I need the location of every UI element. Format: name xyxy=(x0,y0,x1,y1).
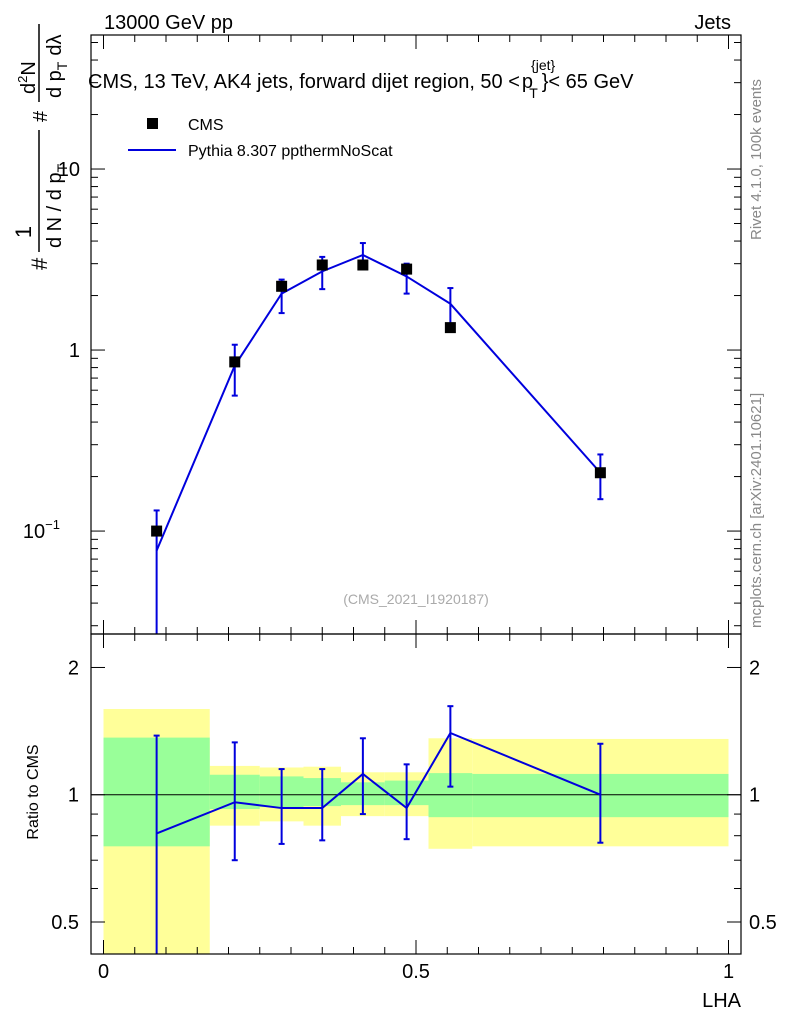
ylabel-dpt: d p xyxy=(44,70,66,98)
svg-text:#: # xyxy=(30,110,52,122)
header-jets-label: Jets xyxy=(694,12,731,34)
ratio-uncertainty-bands xyxy=(103,709,729,954)
main-ytick-label-1: 1 xyxy=(69,340,80,362)
svg-text:d N / d pT: d N / d pT xyxy=(44,163,70,248)
mcplots-source-label: mcplots.cern.ch [arXiv:2401.10621] xyxy=(748,393,765,628)
ylabel-d2n-sup: 2 xyxy=(15,76,30,83)
cms-data-point-0 xyxy=(151,525,163,537)
cms-data-point-2 xyxy=(276,280,288,292)
ylabel-dpt-sub: T xyxy=(54,61,70,70)
chart-title-p: p xyxy=(522,71,533,93)
axis-ticks xyxy=(91,35,741,954)
legend-pythia-label: Pythia 8.307 ppthermNoScat xyxy=(188,143,393,160)
cms-data-point-3 xyxy=(316,259,328,271)
legend-cms-marker xyxy=(147,118,158,129)
ratio-ytick-label-right-2: 0.5 xyxy=(749,912,777,934)
svg-text:d2N: d2N xyxy=(15,61,40,94)
ratio-ytick-label-right-0: 2 xyxy=(749,657,760,679)
ylabel-d2n-tail: N xyxy=(18,61,40,75)
x-axis-label: LHA xyxy=(702,990,742,1012)
chart-title-tail: }< 65 GeV xyxy=(542,71,634,93)
chart-title-main: CMS, 13 TeV, AK4 jets, forward dijet reg… xyxy=(88,71,520,93)
ratio-panel-frame xyxy=(90,633,742,955)
ylabel-d2n: d xyxy=(18,83,40,94)
ylabel-one: 1 xyxy=(11,226,36,238)
cms-data-point-4 xyxy=(357,259,369,271)
main-series xyxy=(151,242,606,634)
cms-data-point-6 xyxy=(444,322,456,334)
legend-cms-label: CMS xyxy=(188,117,224,134)
ratio-ytick-label-right-1: 1 xyxy=(749,785,760,807)
axis-tick-labels: 10 1 10−1 2 2 1 1 0.5 0.5 0 0.5 1 xyxy=(23,159,777,983)
rivet-version-label: Rivet 4.1.0, 100k events xyxy=(748,79,765,240)
legend: CMS Pythia 8.307 ppthermNoScat xyxy=(128,117,393,160)
header-energy-label: 13000 GeV pp xyxy=(104,12,233,34)
main-ytick-label-2-exponent: −1 xyxy=(45,517,60,532)
main-ytick-label-0: 10 xyxy=(58,159,80,181)
analysis-watermark: (CMS_2021_I1920187) xyxy=(343,591,489,607)
cms-data-point-5 xyxy=(401,263,413,275)
svg-text:#: # xyxy=(27,257,52,270)
ylabel-dlambda: dλ xyxy=(44,35,66,56)
ratio-ytick-label-left-0: 2 xyxy=(68,657,79,679)
chart-title: CMS, 13 TeV, AK4 jets, forward dijet reg… xyxy=(88,57,634,101)
ylabel-dn-dpt: d N / d p xyxy=(44,172,66,248)
xtick-label-2: 1 xyxy=(723,961,734,983)
xtick-label-1: 0.5 xyxy=(402,961,430,983)
ratio-ytick-label-left-1: 1 xyxy=(68,785,79,807)
xtick-label-0: 0 xyxy=(98,961,109,983)
chart-title-sub: T xyxy=(529,85,538,101)
main-y-axis-label: # 1 d N / d pT # d2N d pTdλ xyxy=(11,24,70,270)
ratio-pythia-line xyxy=(156,731,601,835)
ylabel-dn-dpt-sub: T xyxy=(54,163,70,172)
main-ytick-label-2: 10−1 xyxy=(23,517,60,543)
ratio-ytick-label-left-2: 0.5 xyxy=(51,912,79,934)
ratio-y-axis-label: Ratio to CMS xyxy=(25,744,42,839)
ylabel-hash: # xyxy=(27,257,52,270)
pythia-line xyxy=(155,253,602,551)
cms-data-point-1 xyxy=(229,356,241,368)
chart-title-sup: {jet} xyxy=(531,57,555,73)
cms-data-point-7 xyxy=(594,467,606,479)
ratio-series xyxy=(153,705,604,954)
svg-text:d pTdλ: d pTdλ xyxy=(44,35,70,99)
ylabel-hash-2: # xyxy=(30,110,52,122)
